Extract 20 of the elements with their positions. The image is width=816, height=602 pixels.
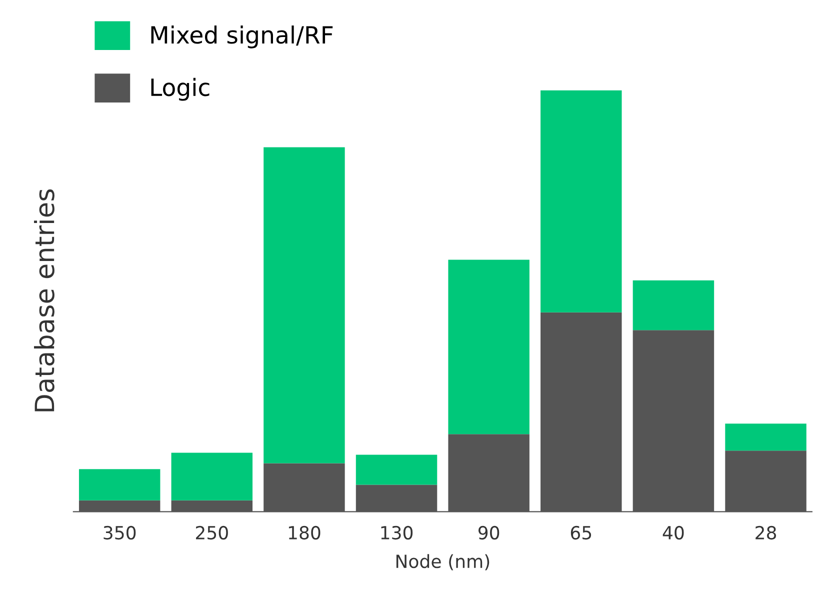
bar: [632, 280, 714, 330]
y-axis-title: Database entries: [34, 189, 54, 412]
x-tick-label: 180: [288, 526, 320, 540]
bar: [540, 90, 622, 312]
bar: [78, 469, 160, 500]
x-tick-label: 40: [662, 526, 684, 540]
x-axis-title: Node (nm): [396, 554, 490, 570]
x-tick-label: 28: [756, 526, 776, 540]
x-tick-label: 130: [381, 526, 413, 540]
bar: [264, 147, 345, 464]
x-tick-label: 65: [570, 526, 592, 540]
bar: [448, 260, 530, 434]
x-tick-label: 250: [196, 526, 228, 540]
legend-label: Logic: [151, 78, 210, 101]
x-tick-label: 350: [104, 526, 136, 540]
x-tick-label: 90: [478, 526, 500, 540]
bar: [725, 424, 806, 451]
legend-label: Mixed signal/RF: [151, 26, 333, 48]
bar: [356, 454, 438, 485]
bar: [171, 452, 253, 500]
